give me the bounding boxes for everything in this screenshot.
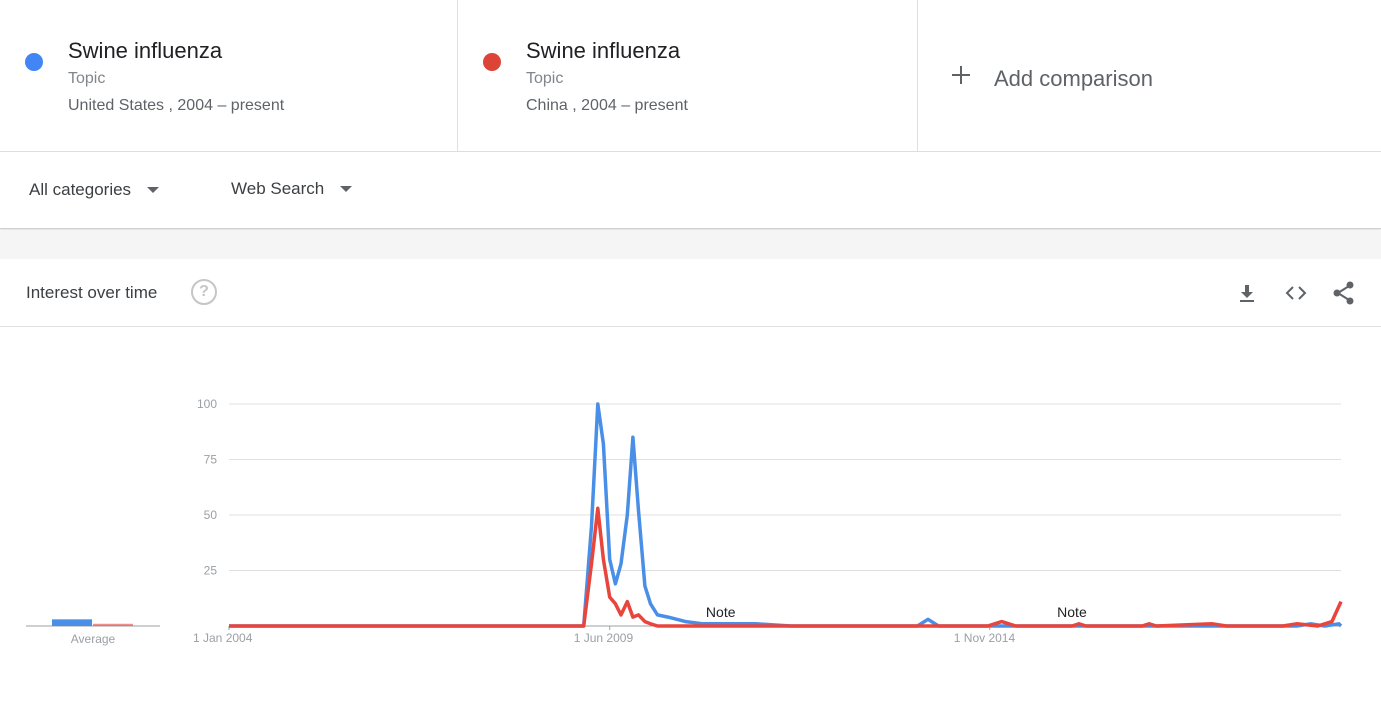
- term-type: Topic: [68, 70, 106, 87]
- y-tick-label: 75: [204, 453, 218, 467]
- download-icon[interactable]: [1234, 280, 1260, 306]
- filter-row: All categories Web Search: [0, 152, 1381, 229]
- term-type: Topic: [526, 70, 564, 87]
- average-label: Average: [71, 632, 116, 646]
- series-color-dot: [25, 53, 43, 71]
- x-tick-label: 1 Nov 2014: [954, 631, 1016, 645]
- term-region[interactable]: United States , 2004 – present: [68, 97, 285, 114]
- interest-over-time-card: Interest over time ?: [0, 259, 1381, 712]
- interest-over-time-chart: 100 75 50 25 1 Jan 2004 1 Jun 2009 1 Nov 2014 N…: [26, 397, 1343, 646]
- series-color-dot: [483, 53, 501, 71]
- chevron-down-icon: [340, 186, 353, 192]
- term-title: Swine influenza: [68, 38, 223, 63]
- term-card-2[interactable]: Swine influenza Topic China , 2004 – pre…: [458, 0, 918, 152]
- average-bar: [93, 623, 133, 626]
- plus-icon: [952, 66, 970, 84]
- card-header: Interest over time ?: [0, 259, 1381, 327]
- category-value: All categories: [29, 180, 132, 199]
- y-tick-label: 25: [204, 564, 218, 578]
- term-region[interactable]: China , 2004 – present: [526, 97, 688, 114]
- chart-note: Note: [1057, 604, 1087, 620]
- embed-code-icon[interactable]: [1283, 280, 1309, 306]
- time-range: 2004 – present: [581, 97, 688, 114]
- search-type-value: Web Search: [231, 179, 325, 198]
- series-line: [229, 506, 1343, 628]
- add-comparison-label: Add comparison: [994, 66, 1153, 91]
- y-tick-label: 100: [197, 397, 217, 411]
- search-type-dropdown[interactable]: Web Search: [231, 179, 353, 199]
- x-tick-label: 1 Jan 2004: [193, 631, 253, 645]
- region-name: China: [526, 97, 568, 114]
- region-name: United States: [68, 97, 165, 114]
- comparison-bar: Swine influenza Topic United States , 20…: [0, 0, 1381, 152]
- help-icon[interactable]: ?: [191, 279, 217, 305]
- section-divider: [0, 230, 1381, 259]
- chevron-down-icon: [147, 187, 160, 193]
- y-tick-label: 50: [204, 508, 218, 522]
- term-card-1[interactable]: Swine influenza Topic United States , 20…: [0, 0, 458, 152]
- category-dropdown[interactable]: All categories: [29, 180, 160, 200]
- chart-note: Note: [706, 604, 736, 620]
- average-bar: [52, 619, 92, 626]
- share-icon[interactable]: [1331, 280, 1357, 306]
- card-title: Interest over time: [26, 283, 158, 302]
- add-comparison-button[interactable]: Add comparison: [918, 0, 1381, 152]
- term-title: Swine influenza: [526, 38, 681, 63]
- x-tick-label: 1 Jun 2009: [574, 631, 634, 645]
- time-range: 2004 – present: [177, 97, 285, 114]
